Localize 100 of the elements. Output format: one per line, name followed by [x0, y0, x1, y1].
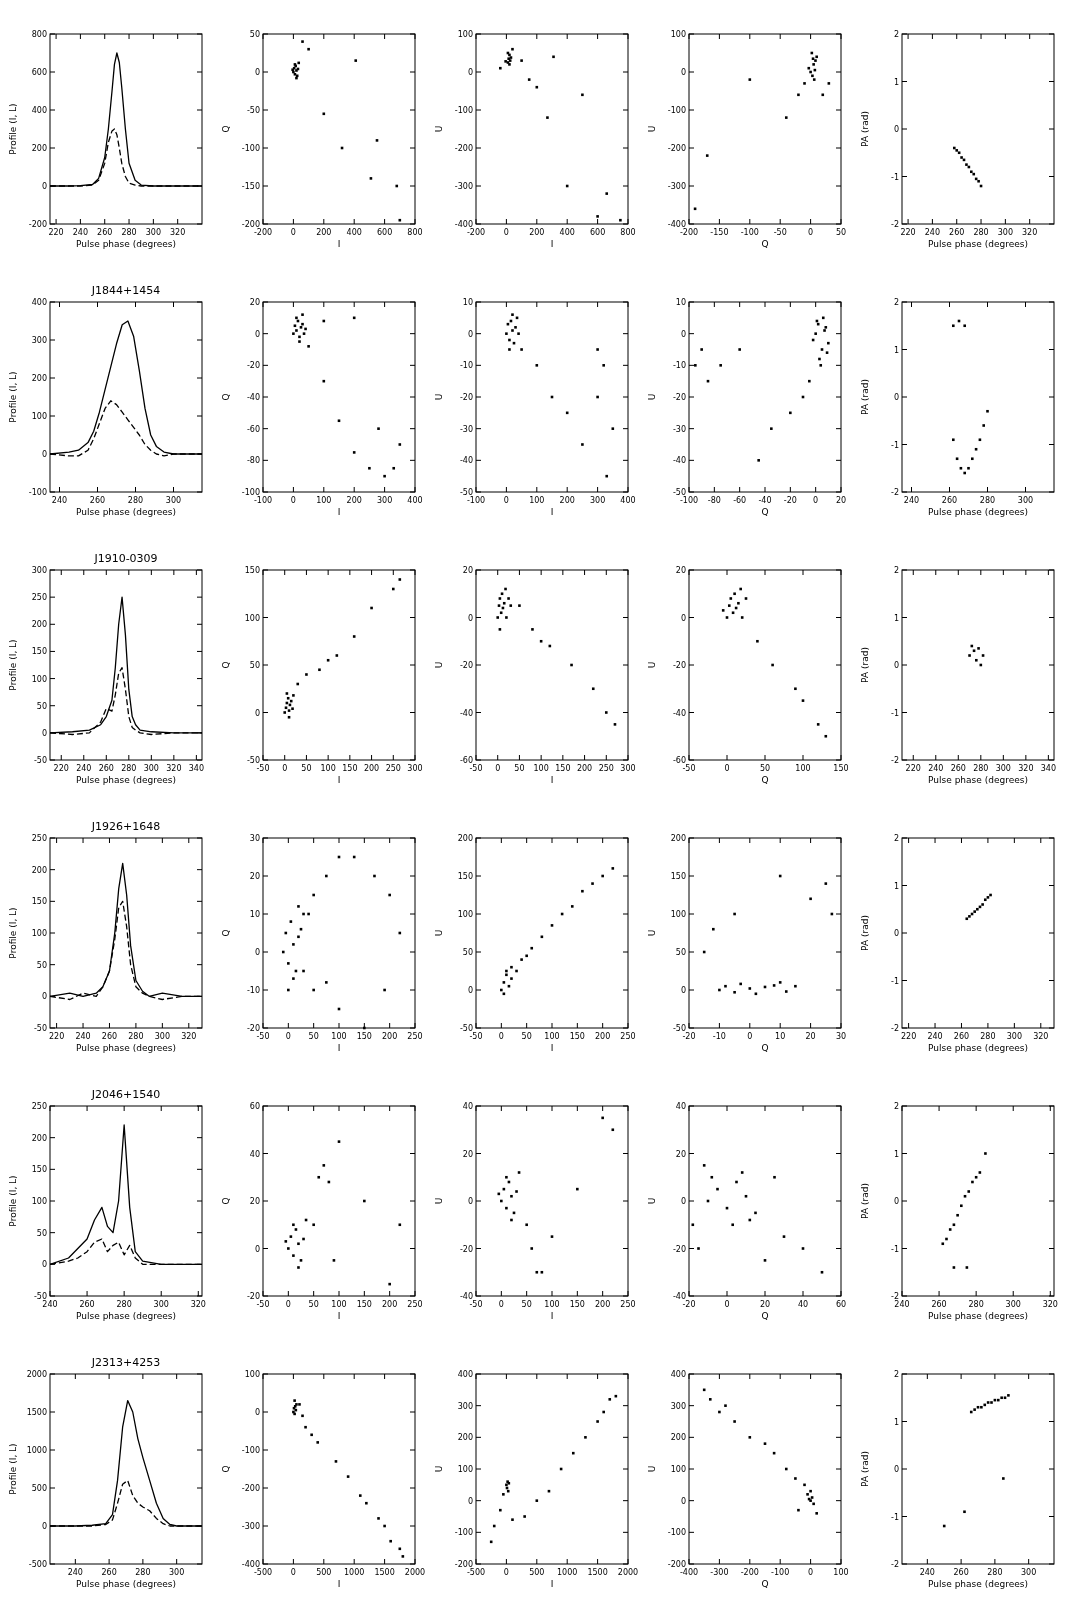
y-tick-label: -1 [891, 440, 899, 450]
y-tick-label: 20 [675, 566, 686, 575]
point [984, 1152, 987, 1155]
y-tick-label: -60 [459, 756, 473, 765]
x-tick-label: 30 [835, 1032, 847, 1041]
y-axis-title: U [647, 929, 657, 937]
x-tick-label: 240 [894, 1300, 910, 1309]
y-tick-label: 0 [41, 1260, 47, 1270]
x-tick-label: 50 [759, 764, 771, 773]
point [507, 597, 510, 600]
x-axis-title: I [337, 1311, 341, 1321]
y-axis-title: Q [221, 1465, 231, 1473]
x-tick-label: 200 [316, 228, 332, 237]
point [986, 409, 989, 413]
x-tick-label: 320 [1022, 228, 1038, 237]
point [770, 427, 773, 430]
y-tick-label: 200 [31, 1133, 47, 1143]
x-tick-label: 50 [301, 764, 312, 773]
y-tick-label: 1 [893, 881, 899, 891]
y-tick-label: 50 [36, 960, 47, 970]
y-tick-label: -1 [891, 976, 899, 986]
y-tick-label: 40 [249, 1149, 260, 1159]
point [531, 628, 534, 631]
point [596, 215, 599, 218]
y-tick-label: 100 [244, 1370, 260, 1379]
x-tick-label: 220 [48, 1032, 65, 1041]
y-tick-label: 40 [675, 1102, 686, 1111]
x-tick-label: 600 [589, 228, 606, 237]
point [511, 329, 514, 332]
x-tick-label: 260 [97, 228, 113, 237]
y-tick-label: 150 [457, 872, 473, 881]
x-axis-title: Q [761, 239, 769, 249]
point [694, 364, 697, 367]
y-tick-label: -50 [459, 1024, 473, 1033]
y-tick-label: 0 [254, 1408, 260, 1417]
y-tick-label: -2 [891, 220, 899, 229]
x-tick-label: -20 [783, 496, 797, 505]
y-tick-label: -200 [241, 1484, 260, 1493]
y-tick-label: 200 [31, 620, 47, 630]
y-tick-label: -50 [246, 106, 260, 115]
point [510, 965, 513, 969]
point [952, 438, 955, 442]
x-tick-label: 250 [385, 764, 401, 773]
y-tick-label: 200 [31, 865, 47, 875]
y-tick-label: -100 [454, 106, 473, 115]
x-tick-label: -10 [712, 1032, 726, 1041]
x-axis-title: Pulse phase (degrees) [76, 239, 176, 249]
y-tick-label: -10 [672, 361, 686, 371]
point [520, 59, 523, 62]
point [508, 348, 511, 351]
point [784, 990, 788, 993]
x-tick-label: 250 [407, 1032, 423, 1041]
y-tick-label: -40 [672, 456, 686, 466]
point [596, 1420, 599, 1423]
x-tick-label: 200 [559, 496, 575, 505]
y-axis-title: U [434, 125, 444, 133]
y-axis-title: Q [221, 393, 231, 401]
y-tick-label: 1 [893, 1417, 899, 1427]
x-tick-label: 320 [1033, 1032, 1049, 1041]
x-tick-label: 280 [116, 1300, 132, 1309]
x-tick-label: 300 [589, 496, 606, 505]
y-tick-label: 100 [670, 910, 686, 919]
y-tick-label: 60 [249, 1102, 260, 1111]
point [956, 1213, 959, 1217]
x-tick-label: 280 [987, 1568, 1003, 1577]
y-tick-label: -400 [667, 220, 686, 229]
y-tick-label: -20 [246, 1024, 260, 1033]
y-tick-label: 20 [462, 1149, 473, 1159]
y-tick-label: 300 [670, 1401, 686, 1411]
y-tick-label: 2 [893, 298, 899, 307]
point [307, 345, 310, 348]
y-tick-label: -40 [459, 1292, 473, 1301]
y-tick-label: 20 [249, 298, 260, 307]
point [365, 1501, 368, 1505]
y-tick-label: 0 [893, 1465, 899, 1474]
point [816, 723, 820, 726]
point [518, 604, 521, 607]
x-tick-label: 240 [924, 228, 941, 237]
y-tick-label: 20 [675, 1149, 686, 1159]
x-tick-label: 300 [165, 496, 182, 505]
x-tick-label: 150 [342, 764, 358, 773]
point [960, 1204, 963, 1208]
y-tick-label: 150 [244, 566, 260, 575]
x-tick-label: -150 [710, 228, 729, 237]
y-tick-label: 200 [31, 144, 47, 153]
point [292, 977, 295, 980]
point [738, 348, 741, 351]
x-tick-label: 280 [979, 496, 996, 505]
x-axis-title: Pulse phase (degrees) [76, 1043, 176, 1053]
point [514, 326, 517, 329]
y-tick-label: 0 [41, 450, 47, 459]
y-tick-label: 50 [249, 661, 260, 670]
x-tick-label: 100 [331, 1032, 347, 1041]
y-tick-label: -1 [891, 172, 899, 182]
point [292, 1254, 295, 1257]
x-tick-label: 800 [620, 228, 636, 237]
x-tick-label: 0 [290, 1568, 296, 1577]
x-tick-label: 0 [808, 1568, 814, 1577]
x-tick-label: 50 [514, 764, 525, 773]
x-axis-title: I [337, 507, 341, 517]
